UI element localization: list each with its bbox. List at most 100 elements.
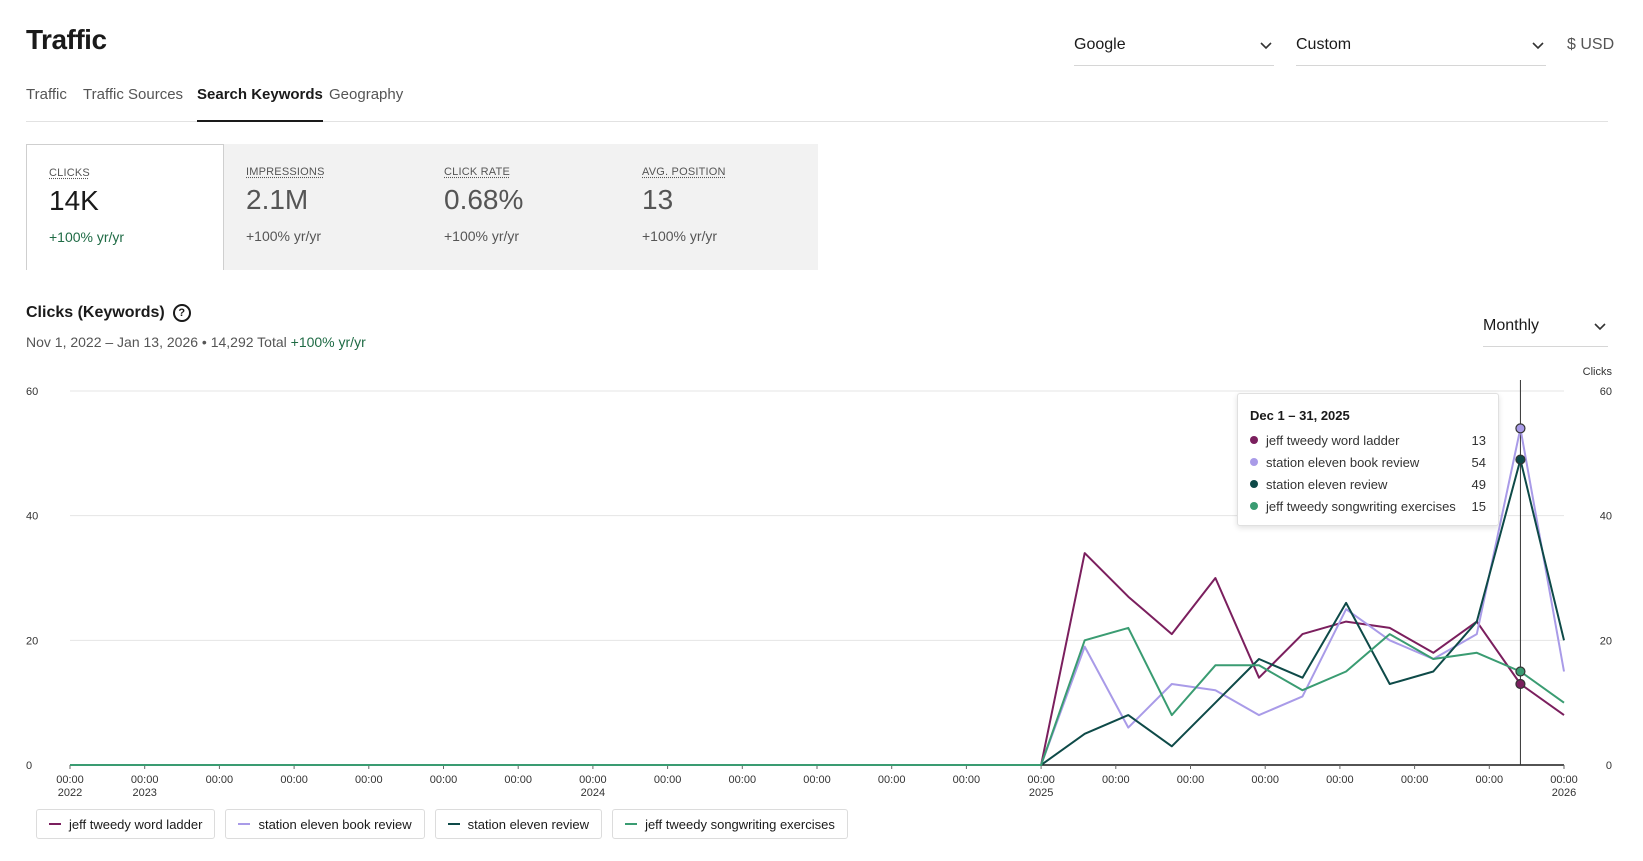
tooltip-series-name: jeff tweedy songwriting exercises (1266, 498, 1456, 514)
metric-change: +100% yr/yr (642, 228, 718, 244)
x-tick-label: 00:00 (1102, 774, 1130, 786)
x-tick-label: 00:00 (56, 774, 84, 786)
x-tick-label: 00:00 (1476, 774, 1504, 786)
metric-label: CLICKS (49, 167, 90, 179)
hover-point (1515, 678, 1526, 690)
source-select[interactable]: Google (1074, 24, 1274, 66)
metric-value: 14K (49, 185, 99, 216)
x-tick-label: 00:00 (1326, 774, 1354, 786)
x-tick-label: 00:00 (878, 774, 906, 786)
legend-item[interactable]: station eleven review (434, 809, 603, 839)
legend-swatch (625, 823, 638, 825)
date-range-select[interactable]: Custom (1296, 24, 1546, 66)
legend-swatch (447, 823, 460, 825)
metric-label: IMPRESSIONS (246, 166, 325, 178)
tooltip-title: Dec 1 – 31, 2025 (1250, 408, 1350, 423)
tooltip-row: station eleven book review 54 (1250, 451, 1486, 473)
hover-point (1515, 454, 1526, 465)
tab-geography[interactable]: Geography (329, 86, 404, 103)
chart-tooltip: Dec 1 – 31, 2025 jeff tweedy word ladder… (1237, 393, 1499, 526)
metric-label: CLICK RATE (444, 166, 510, 178)
tooltip-row: station eleven review 49 (1250, 473, 1486, 495)
tooltip-series-name: station eleven review (1266, 476, 1388, 492)
tab-traffic[interactable]: Traffic (26, 86, 67, 103)
series-line (70, 552, 1565, 766)
tab-bar: Traffic Traffic Sources Search Keywords … (26, 84, 1608, 122)
chart-section-title: Clicks (Keywords) ? (26, 304, 191, 322)
hover-point (1515, 423, 1526, 434)
metric-value: 0.68% (444, 184, 524, 215)
right-axis-label: Clicks (1583, 366, 1613, 378)
legend-label: jeff tweedy word ladder (69, 816, 203, 832)
x-tick-label: 00:00 (1401, 774, 1429, 786)
x-tick-label: 00:00 (1027, 774, 1055, 786)
x-tick-label: 00:00 (654, 774, 682, 786)
x-tick-year-label: 2026 (1552, 787, 1576, 799)
series-dot (1250, 458, 1258, 466)
series-line (70, 458, 1565, 766)
x-tick-year-label: 2022 (58, 787, 82, 799)
chart-date-range: Nov 1, 2022 – Jan 13, 2026 (26, 334, 199, 350)
x-tick-year-label: 2025 (1029, 787, 1053, 799)
tooltip-series-name: jeff tweedy word ladder (1266, 432, 1400, 448)
tooltip-row: jeff tweedy songwriting exercises 15 (1250, 495, 1486, 517)
x-tick-label: 00:00 (803, 774, 831, 786)
source-select-value: Google (1074, 35, 1126, 53)
metric-clicks[interactable]: CLICKS 14K +100% yr/yr (26, 144, 224, 270)
x-tick-label: 00:00 (953, 774, 981, 786)
metric-value: 2.1M (246, 184, 309, 215)
series-line (70, 626, 1565, 766)
legend-item[interactable]: jeff tweedy word ladder (36, 809, 216, 839)
metric-impressions[interactable]: IMPRESSIONS 2.1M +100% yr/yr (224, 144, 422, 270)
chevron-down-icon (1260, 41, 1272, 49)
legend-item[interactable]: jeff tweedy songwriting exercises (612, 809, 848, 839)
x-tick-label: 00:00 (729, 774, 757, 786)
tooltip-series-value: 54 (1471, 454, 1486, 470)
date-range-select-value: Custom (1296, 35, 1352, 53)
x-tick-label: 00:00 (1550, 774, 1578, 786)
x-tick-label: 00:00 (504, 774, 532, 786)
interval-select[interactable]: Monthly (1483, 305, 1608, 347)
chart-change: +100% yr/yr (290, 334, 366, 350)
metrics-panel: CLICKS 14K +100% yr/yr IMPRESSIONS 2.1M … (26, 144, 818, 270)
y-tick-label-left: 60 (26, 386, 38, 398)
series-dot (1250, 436, 1258, 444)
chevron-down-icon (1594, 322, 1606, 330)
x-tick-year-label: 2023 (132, 787, 156, 799)
y-tick-label-left: 20 (26, 635, 38, 647)
metric-value: 13 (642, 184, 674, 215)
tab-traffic-sources[interactable]: Traffic Sources (83, 86, 184, 103)
tooltip-row: jeff tweedy word ladder 13 (1250, 429, 1486, 451)
series-dot (1250, 502, 1258, 510)
tab-search-keywords[interactable]: Search Keywords (197, 86, 323, 122)
tooltip-series-value: 49 (1471, 476, 1486, 492)
x-tick-label: 00:00 (430, 774, 458, 786)
help-icon[interactable]: ? (172, 304, 191, 322)
metric-label: AVG. POSITION (642, 166, 726, 178)
y-tick-label-right: 40 (1600, 511, 1612, 523)
x-tick-label: 00:00 (131, 774, 159, 786)
series-line (70, 427, 1565, 766)
separator-dot: • (201, 334, 207, 350)
x-tick-label: 00:00 (1251, 774, 1279, 786)
x-tick-label: 00:00 (355, 774, 383, 786)
y-tick-label-left: 0 (26, 760, 32, 772)
legend-swatch (238, 823, 251, 825)
chevron-down-icon (1532, 41, 1544, 49)
legend-item[interactable]: station eleven book review (225, 809, 425, 839)
y-tick-label-right: 0 (1606, 760, 1612, 772)
x-tick-label: 00:00 (579, 774, 607, 786)
metric-click-rate[interactable]: CLICK RATE 0.68% +100% yr/yr (422, 144, 620, 270)
legend-swatch (49, 823, 61, 825)
metric-avg-position[interactable]: AVG. POSITION 13 +100% yr/yr (620, 144, 818, 270)
currency-label[interactable]: $ USD (1567, 36, 1615, 53)
tooltip-series-name: station eleven book review (1266, 454, 1420, 470)
x-tick-label: 00:00 (280, 774, 308, 786)
chart-title: Clicks (Keywords) (26, 304, 165, 321)
tooltip-series-value: 13 (1471, 432, 1486, 448)
page-title: Traffic (26, 24, 107, 55)
metric-change: +100% yr/yr (246, 228, 322, 244)
series-dot (1250, 480, 1258, 488)
chart-total: 14,292 Total (210, 334, 287, 350)
